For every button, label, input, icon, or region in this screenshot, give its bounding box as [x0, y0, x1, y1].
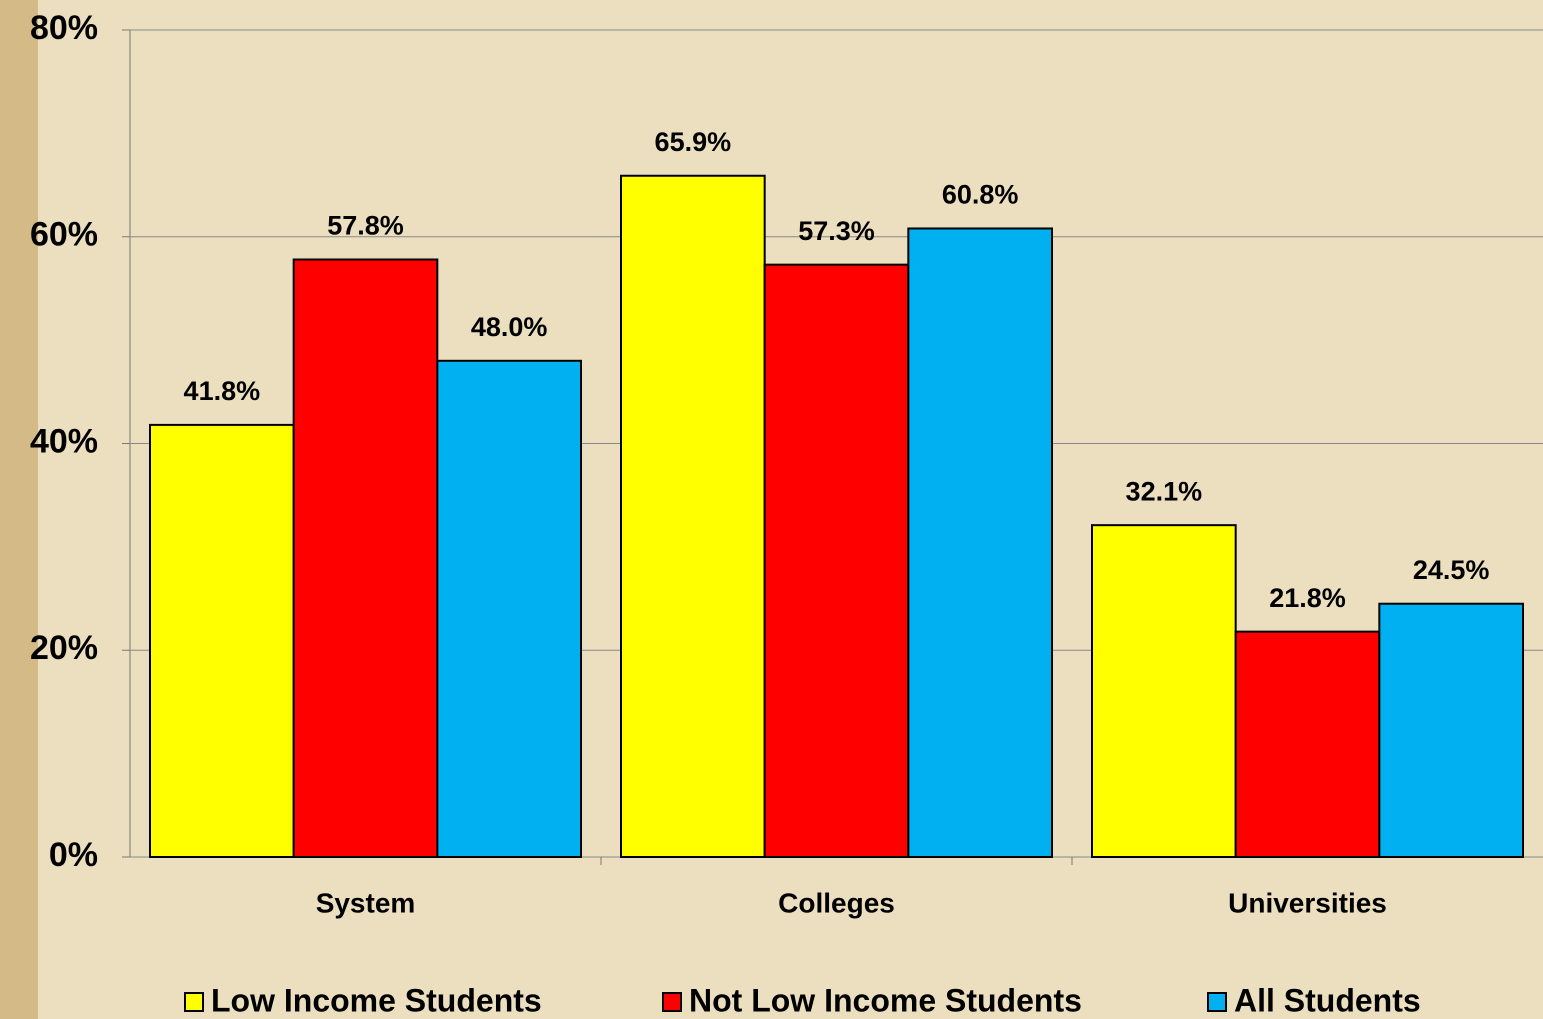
value-label: 65.9%	[655, 127, 732, 157]
y-tick-label: 0%	[49, 836, 98, 874]
y-tick-label: 20%	[30, 629, 98, 667]
bar	[1091, 524, 1237, 858]
value-label: 57.8%	[327, 211, 404, 241]
bar	[436, 359, 583, 858]
legend-swatch	[662, 992, 682, 1012]
y-tick-label: 60%	[30, 216, 98, 254]
bar	[149, 423, 295, 858]
legend-label: Low Income Students	[211, 982, 542, 1018]
bar	[620, 174, 766, 859]
value-label: 21.8%	[1269, 583, 1346, 613]
bar	[1234, 630, 1381, 859]
bar	[1378, 602, 1525, 859]
legend-swatch	[184, 992, 204, 1012]
legend-swatch	[1207, 992, 1227, 1012]
value-label: 60.8%	[942, 180, 1019, 210]
bar	[292, 258, 439, 858]
legend-label: Not Low Income Students	[689, 982, 1082, 1018]
value-label: 41.8%	[184, 376, 261, 406]
y-tick-label: 80%	[30, 9, 98, 47]
value-label: 48.0%	[471, 312, 548, 342]
value-label: 32.1%	[1126, 476, 1203, 506]
bar	[907, 227, 1053, 859]
legend-label: All Students	[1234, 982, 1421, 1018]
y-tick-label: 40%	[30, 422, 98, 460]
x-tick-label: System	[316, 887, 416, 918]
value-label: 24.5%	[1413, 555, 1490, 585]
side-strip	[0, 0, 38, 1019]
x-tick-label: Colleges	[778, 887, 895, 918]
x-tick-label: Universities	[1228, 887, 1387, 918]
value-label: 57.3%	[798, 216, 875, 246]
bar	[763, 263, 910, 858]
